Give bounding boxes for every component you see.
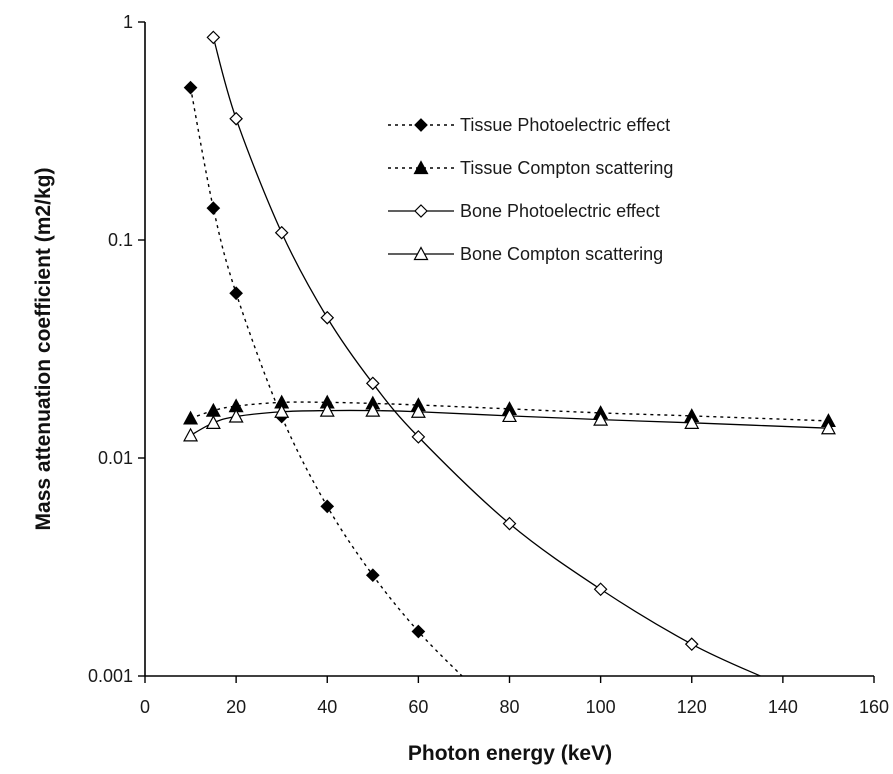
data-point bbox=[274, 225, 289, 240]
legend-label: Tissue Photoelectric effect bbox=[460, 115, 670, 135]
data-point bbox=[183, 427, 199, 442]
data-point bbox=[229, 111, 243, 126]
data-point bbox=[820, 420, 836, 435]
data-point bbox=[183, 80, 198, 95]
y-axis-title: Mass attenuation coefficient (m2/kg) bbox=[32, 168, 55, 531]
y-tick-label: 0.01 bbox=[98, 448, 133, 468]
legend-marker bbox=[414, 118, 428, 132]
data-point bbox=[320, 310, 335, 325]
data-point bbox=[229, 286, 243, 301]
x-tick-label: 60 bbox=[408, 697, 428, 717]
data-point bbox=[365, 402, 381, 417]
x-tick-label: 0 bbox=[140, 697, 150, 717]
x-ticks: 0 20 40 60 80 100 120 140 160 bbox=[140, 676, 889, 717]
y-tick-label: 0.001 bbox=[88, 666, 133, 686]
series-layer bbox=[183, 30, 836, 676]
legend-marker bbox=[413, 246, 429, 261]
x-tick-label: 140 bbox=[768, 697, 798, 717]
legend-marker bbox=[414, 204, 428, 218]
series-4 bbox=[183, 402, 836, 442]
data-point bbox=[274, 403, 290, 418]
x-axis-title: Photon energy (keV) bbox=[408, 742, 612, 765]
data-point bbox=[501, 408, 518, 423]
data-point bbox=[684, 415, 700, 429]
x-tick-label: 120 bbox=[677, 697, 707, 717]
legend-label: Bone Compton scattering bbox=[460, 244, 663, 264]
data-point bbox=[206, 30, 221, 45]
series-line bbox=[212, 37, 762, 676]
x-tick-label: 100 bbox=[586, 697, 616, 717]
legend: Tissue Photoelectric effect Tissue Compto… bbox=[388, 115, 673, 264]
data-point bbox=[593, 582, 608, 597]
series-1 bbox=[183, 80, 464, 676]
x-tick-label: 160 bbox=[859, 697, 889, 717]
legend-marker bbox=[413, 160, 429, 175]
data-point bbox=[319, 402, 335, 417]
x-tick-label: 80 bbox=[499, 697, 519, 717]
data-point bbox=[205, 402, 221, 417]
legend-label: Tissue Compton scattering bbox=[460, 158, 673, 178]
data-point bbox=[205, 415, 221, 429]
x-tick-label: 20 bbox=[226, 697, 246, 717]
data-point bbox=[365, 376, 380, 391]
data-point bbox=[320, 499, 335, 514]
y-tick-label: 1 bbox=[123, 12, 133, 32]
series-line bbox=[189, 87, 464, 676]
legend-label: Bone Photoelectric effect bbox=[460, 201, 660, 221]
series-3 bbox=[206, 30, 762, 676]
x-tick-label: 40 bbox=[317, 697, 337, 717]
data-point bbox=[411, 430, 426, 444]
data-point bbox=[502, 516, 517, 531]
data-point bbox=[411, 624, 426, 639]
data-point bbox=[365, 568, 380, 583]
data-point bbox=[684, 637, 699, 651]
data-point bbox=[206, 201, 221, 215]
data-point bbox=[228, 408, 244, 423]
y-ticks: 0.001 0.01 0.1 1 bbox=[88, 12, 145, 686]
data-point bbox=[410, 403, 426, 418]
y-tick-label: 0.1 bbox=[108, 230, 133, 250]
data-point bbox=[593, 411, 609, 426]
data-point bbox=[183, 410, 199, 425]
